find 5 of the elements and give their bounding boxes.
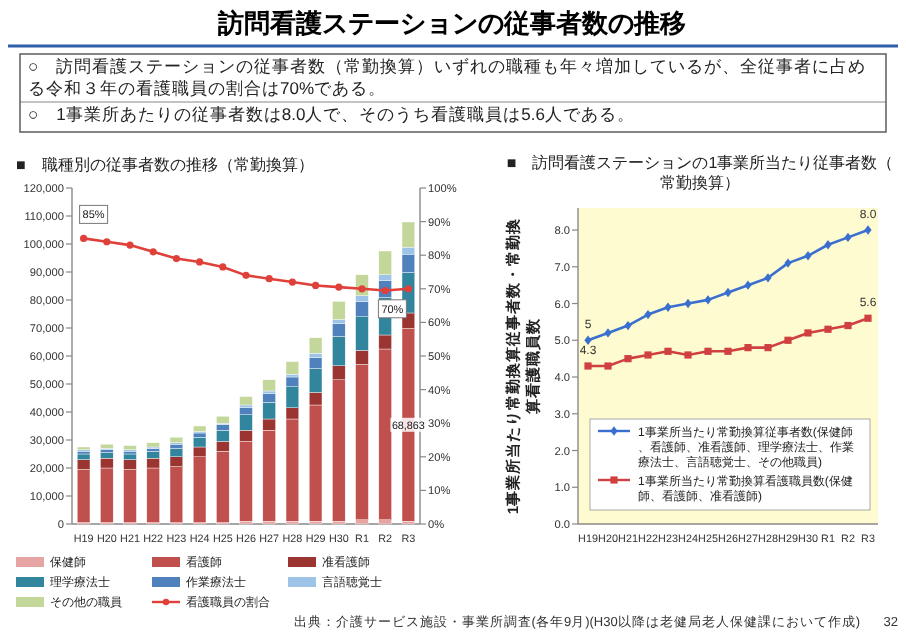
chart-title: ■ 職種別の従事者数の推移（常勤換算） [16,156,314,174]
text: 訪問看護ステーションの従事者数の推移 [216,8,686,38]
text: ○ 訪問看護ステーションの従事者数（常勤換算）いずれの職種も年々増加しているが、全従事者に占める令和３年の看護職員の割合は70%である。 [28,56,867,98]
text: ○ 1事業所あたりの従事者数は8.0人で、そのうち看護職員は5.6人である。 [28,104,635,124]
chart-title: ■ 訪問看護ステーションの1事業所当たり従事者数（常勤換算） [506,154,894,192]
